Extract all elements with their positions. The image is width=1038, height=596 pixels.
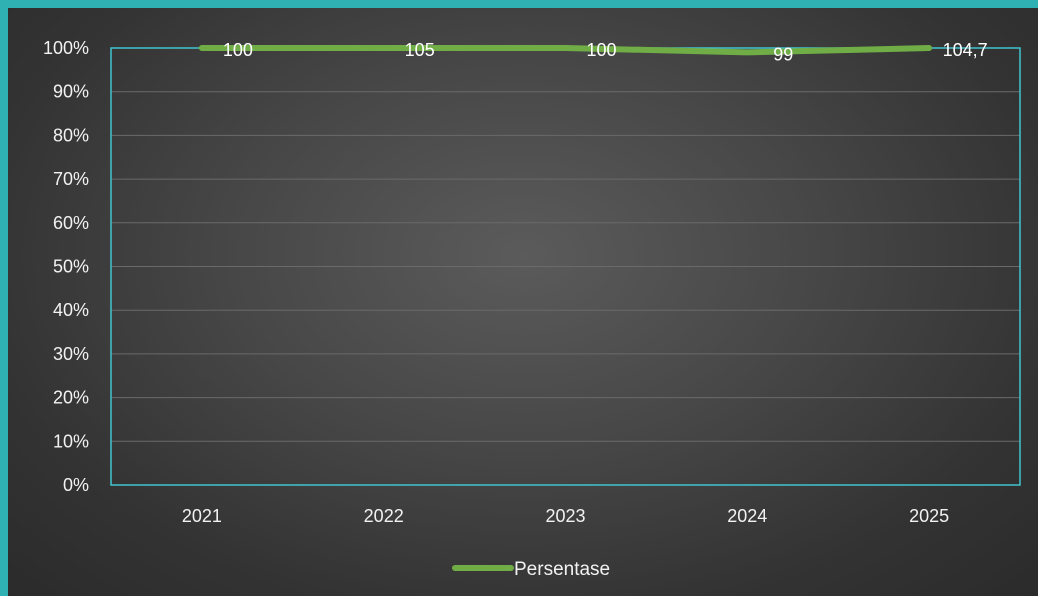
y-tick-label: 40% — [53, 300, 89, 320]
x-tick-label: 2024 — [727, 506, 767, 526]
legend: Persentase — [452, 559, 610, 580]
data-labels: 100 105 100 99 104,7 — [223, 40, 988, 64]
gridlines — [111, 91, 1020, 442]
y-tick-label: 50% — [53, 257, 89, 277]
data-point — [745, 50, 750, 55]
data-label: 105 — [405, 40, 435, 60]
x-tick-label: 2025 — [909, 506, 949, 526]
y-tick-label: 90% — [53, 82, 89, 102]
y-tick-label: 30% — [53, 344, 89, 364]
data-label: 104,7 — [943, 40, 988, 60]
y-tick-label: 80% — [53, 125, 89, 145]
data-label: 100 — [586, 40, 616, 60]
y-tick-label: 0% — [63, 475, 89, 495]
series-layer — [198, 45, 933, 56]
data-point — [199, 46, 204, 50]
y-axis-tick-labels: 0% 10% 20% 30% 40% 50% 60% 70% 80% 90% 100% — [43, 38, 89, 495]
line-chart: 0%10%20%30%40%50%60%70%80%90%100% 2021 20… — [43, 38, 1021, 580]
data-point — [563, 46, 568, 50]
x-axis-tick-labels: 2021 2022 2023 2024 2025 — [182, 506, 949, 526]
data-point — [927, 46, 932, 50]
x-tick-label: 2023 — [545, 506, 585, 526]
x-tick-label: 2021 — [182, 506, 222, 526]
x-tick-label: 2022 — [364, 506, 404, 526]
data-point — [381, 46, 386, 50]
data-label: 99 — [773, 44, 793, 64]
y-tick-label: 70% — [53, 169, 89, 189]
y-tick-label: 60% — [53, 213, 89, 233]
legend-label-persentase: Persentase — [514, 559, 610, 580]
y-tick-label: 20% — [53, 388, 89, 408]
data-label: 100 — [223, 40, 253, 60]
y-tick-label: 10% — [53, 431, 89, 451]
y-tick-label: 100% — [43, 38, 89, 58]
